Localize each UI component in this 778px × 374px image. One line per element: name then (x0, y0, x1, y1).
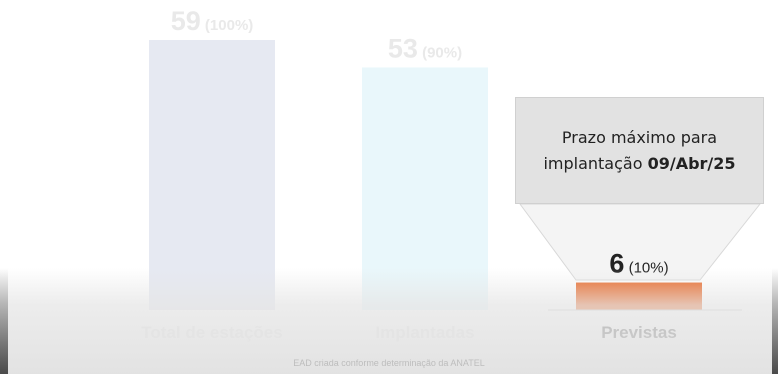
right-frame-edge (772, 268, 778, 374)
value-number-2: 6 (609, 249, 624, 279)
category-label-0: Total de estações (141, 323, 282, 342)
category-label-2: Previstas (601, 323, 677, 342)
callout-text: Prazo máximo para implantação (543, 127, 718, 173)
value-label-0: 59 (100%) (171, 6, 254, 36)
value-label-1: 53 (90%) (388, 33, 462, 63)
bar-1 (362, 67, 488, 310)
bar-0 (149, 40, 275, 310)
value-number-0: 59 (171, 6, 201, 36)
callout-deadline: 09/Abr/25 (647, 153, 736, 173)
left-frame-edge (0, 268, 8, 374)
value-percent-0: (100%) (201, 17, 254, 34)
bar-2 (576, 282, 702, 310)
deadline-callout: Prazo máximo para implantação 09/Abr/25 (515, 97, 764, 204)
footnote: EAD criada conforme determinação da ANAT… (293, 358, 485, 368)
value-percent-1: (90%) (418, 44, 462, 61)
category-label-1: Implantadas (375, 323, 474, 342)
value-number-1: 53 (388, 33, 418, 63)
value-percent-2: (10%) (624, 260, 668, 277)
